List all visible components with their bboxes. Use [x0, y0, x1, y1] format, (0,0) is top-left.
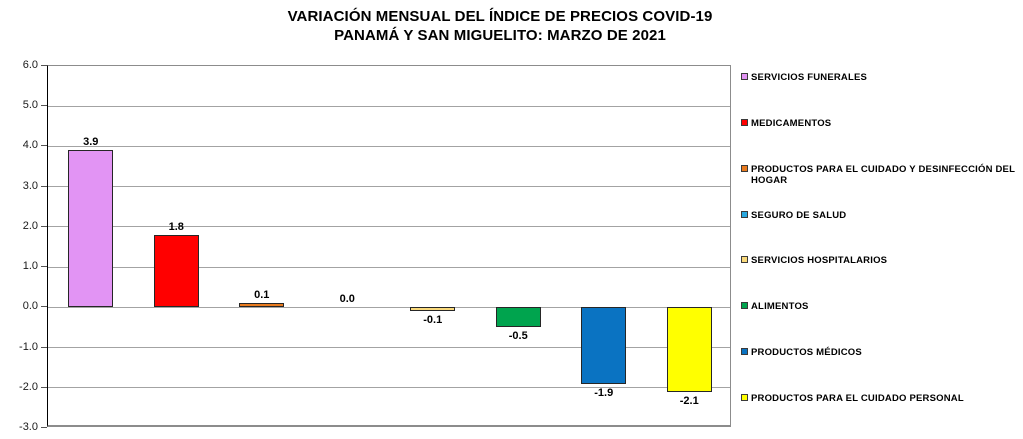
- y-axis-tick-mark: [41, 145, 47, 147]
- y-axis-tick-label: 2.0: [22, 219, 38, 232]
- legend-item-servicios-funerales: SERVICIOS FUNERALES: [741, 72, 867, 83]
- legend-item-medicamentos: MEDICAMENTOS: [741, 118, 831, 129]
- y-axis-tick-mark: [41, 65, 47, 66]
- bar-value-label: -0.1: [423, 314, 443, 327]
- y-axis-tick-label: 3.0: [22, 179, 38, 192]
- legend-item-servicios-hospitalarios: SERVICIOS HOSPITALARIOS: [741, 255, 887, 266]
- y-axis-tick-mark: [41, 427, 47, 428]
- legend-label: ALIMENTOS: [751, 301, 809, 313]
- legend-item-alimentos: ALIMENTOS: [741, 301, 809, 312]
- y-axis-tick-label: 5.0: [22, 99, 38, 112]
- legend-label: MEDICAMENTOS: [751, 117, 832, 129]
- y-axis-tick-mark: [41, 386, 47, 388]
- bar-value-label: -2.1: [679, 394, 699, 407]
- gridline-y-0.0: [48, 306, 730, 308]
- bar-value-label: -0.5: [508, 330, 528, 343]
- y-axis-tick-label: -1.0: [19, 340, 38, 353]
- bar-productos-para-el-cuidado-personal: [666, 307, 712, 392]
- legend-label: PRODUCTOS PARA EL CUIDADO PERSONAL: [751, 393, 964, 405]
- y-axis-tick-label: 1.0: [22, 260, 38, 273]
- legend-swatch-icon: [741, 348, 748, 356]
- y-axis-tick-mark: [41, 105, 47, 107]
- legend-swatch-icon: [741, 73, 748, 80]
- y-axis-tick-label: -3.0: [19, 421, 38, 433]
- bar-productos-para-el-cuidado-y-desinfecci-n-del-hogar: [239, 303, 285, 308]
- bar-value-label: 0.0: [339, 293, 355, 306]
- y-axis-tick-mark: [41, 266, 47, 268]
- y-axis-tick-mark: [41, 185, 47, 187]
- legend-item-productos-para-el-cuidado-y-desinfecci-n-del-hogar: PRODUCTOS PARA EL CUIDADO Y DESINFECCIÓN…: [741, 164, 1021, 186]
- y-axis-tick-label: -2.0: [19, 380, 38, 393]
- gridline-y-3.0: [48, 186, 730, 188]
- legend-item-productos-m-dicos: PRODUCTOS MÉDICOS: [741, 347, 862, 358]
- y-axis-tick-label: 4.0: [22, 139, 38, 152]
- chart-title-line1: VARIACIÓN MENSUAL DEL ÍNDICE DE PRECIOS …: [287, 8, 713, 25]
- bar-value-label: 0.1: [254, 289, 270, 302]
- legend: SERVICIOS FUNERALES MEDICAMENTOS PRODUCTOS…: [741, 65, 1021, 427]
- y-axis-tick-label: 6.0: [22, 59, 38, 71]
- y-axis-tick-label: 0.0: [22, 300, 38, 313]
- legend-swatch-icon: [741, 394, 748, 402]
- legend-label: PRODUCTOS MÉDICOS: [751, 347, 862, 359]
- chart-title: VARIACIÓN MENSUAL DEL ÍNDICE DE PRECIOS …: [180, 7, 820, 45]
- bar-productos-m-dicos: [581, 307, 627, 384]
- legend-swatch-icon: [741, 210, 748, 218]
- bar-value-label: -1.9: [594, 386, 614, 399]
- bar-alimentos: [495, 307, 541, 328]
- legend-item-productos-para-el-cuidado-personal: PRODUCTOS PARA EL CUIDADO PERSONAL: [741, 393, 964, 404]
- plot-area: 3.9 1.8 0.1 0.0 -0.1 -0.5 -1.9 -2.1: [47, 65, 731, 427]
- bar-value-label: 1.8: [168, 220, 184, 233]
- y-axis-tick-mark: [41, 306, 47, 308]
- gridline-y--2.0: [48, 387, 730, 389]
- bar-servicios-funerales: [68, 150, 114, 308]
- legend-label: SEGURO DE SALUD: [751, 209, 847, 221]
- gridline-y-5.0: [48, 105, 730, 107]
- gridline-y--1.0: [48, 347, 730, 349]
- gridline-y-2.0: [48, 226, 730, 228]
- legend-label: PRODUCTOS PARA EL CUIDADO Y DESINFECCIÓN…: [751, 163, 1015, 186]
- legend-label: SERVICIOS HOSPITALARIOS: [751, 255, 888, 267]
- gridline-y-4.0: [48, 145, 730, 147]
- bar-medicamentos: [153, 234, 199, 308]
- bar-value-label: 3.9: [83, 136, 99, 149]
- y-axis: 6.0 5.0 4.0 3.0 2.0 1.0 0.0 -1.0 -2.0 -3.0: [0, 59, 38, 433]
- bar-servicios-hospitalarios: [410, 307, 456, 312]
- legend-swatch-icon: [741, 118, 748, 126]
- legend-swatch-icon: [741, 164, 748, 172]
- legend-swatch-icon: [741, 302, 748, 310]
- legend-label: SERVICIOS FUNERALES: [751, 72, 868, 83]
- legend-item-seguro-de-salud: SEGURO DE SALUD: [741, 210, 846, 221]
- y-axis-tick-mark: [41, 225, 47, 227]
- y-axis-tick-mark: [41, 346, 47, 348]
- chart-title-line2: PANAMÁ Y SAN MIGUELITO: MARZO DE 2021: [334, 27, 666, 44]
- gridline-y-1.0: [48, 266, 730, 268]
- legend-swatch-icon: [741, 256, 748, 264]
